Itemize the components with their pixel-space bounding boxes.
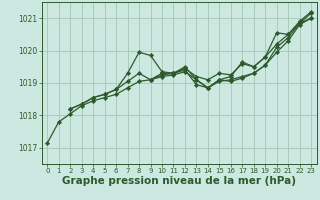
X-axis label: Graphe pression niveau de la mer (hPa): Graphe pression niveau de la mer (hPa) [62,176,296,186]
